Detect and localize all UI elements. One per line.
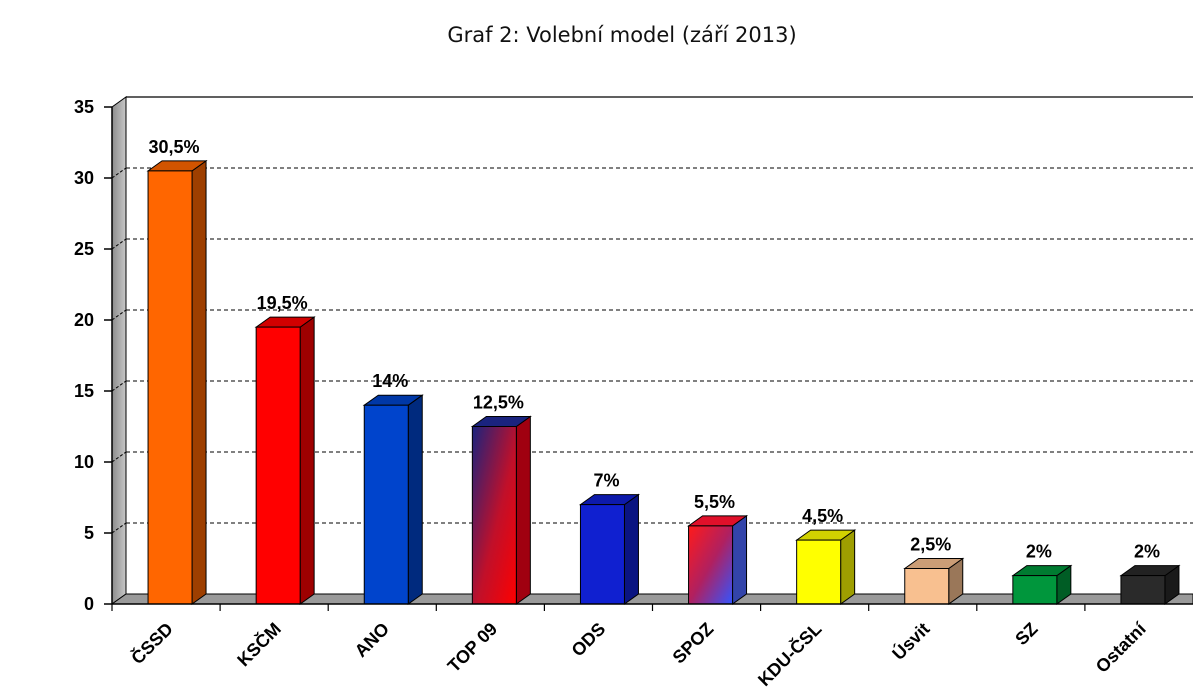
bar (1011, 564, 1073, 605)
y-tick-label: 10 (74, 452, 94, 472)
bar (362, 394, 424, 605)
data-label: 14% (372, 371, 408, 391)
bar-side (191, 159, 207, 605)
y-tick-label: 5 (84, 523, 94, 543)
gridline-wall (111, 451, 127, 463)
bar-front (1120, 575, 1166, 605)
bar (903, 557, 965, 605)
y-axis: 0 5 10 15 20 25 30 35 (74, 97, 113, 614)
data-label: 2% (1026, 542, 1052, 562)
x-axis: ČSSD KSČM ANO TOP 09 ODS SPOZ KDU-ČSL Úsvit SZ Os… (111, 603, 1193, 690)
bar-side (515, 415, 531, 605)
bar-side (623, 493, 639, 605)
bar-front (1012, 575, 1058, 605)
bar (686, 514, 749, 605)
data-label: 12,5% (473, 393, 524, 413)
bar (1119, 564, 1181, 605)
bar-side (840, 529, 856, 605)
left-wall (111, 96, 127, 605)
data-label: 5,5% (694, 492, 735, 512)
bar-front (147, 170, 193, 605)
gridline-wall (111, 167, 127, 179)
bar-side (407, 394, 423, 605)
chart-title: Graf 2: Volební model (září 2013) (447, 23, 796, 47)
x-tick-label: KDU-ČSL (753, 618, 825, 690)
x-tick-label: SPOZ (669, 619, 718, 668)
y-tick-label: 35 (74, 97, 94, 117)
data-label: 30,5% (149, 137, 200, 157)
y-tick-label: 20 (74, 310, 94, 330)
data-label: 4,5% (802, 506, 843, 526)
bar (254, 316, 316, 605)
data-label: 7% (593, 471, 619, 491)
data-label: 2% (1134, 542, 1160, 562)
x-tick-label: ANO (351, 619, 393, 661)
y-tick-label: 30 (74, 168, 94, 188)
bar-front (255, 326, 301, 605)
x-tick-label: KSČM (233, 618, 285, 670)
x-tick-label: SZ (1011, 619, 1041, 649)
bar-front (796, 539, 842, 605)
gridline-wall (111, 522, 127, 534)
x-tick-label: Ostatní (1092, 618, 1151, 677)
bar (795, 529, 857, 605)
gridline-wall (111, 380, 127, 392)
gridline-wall (111, 309, 127, 321)
bar-front (471, 426, 517, 605)
x-tick-label: TOP 09 (444, 619, 502, 677)
bar (470, 415, 532, 605)
data-label: 2,5% (910, 535, 951, 555)
bar-front (363, 404, 409, 605)
bars (146, 159, 1181, 605)
data-label: 19,5% (257, 293, 308, 313)
bar-front (688, 525, 734, 605)
bar (146, 159, 208, 605)
data-labels: 30,5% 19,5% 14% 12,5% 7% 5,5% 4,5% 2,5% 2% 2% (149, 137, 1160, 562)
bar-front (904, 568, 950, 605)
bar-front (579, 504, 625, 605)
bar-side (732, 514, 748, 605)
x-tick-label: ODS (568, 619, 610, 661)
gridline-wall (111, 238, 127, 250)
y-tick-label: 25 (74, 239, 94, 259)
x-tick-label: Úsvit (888, 618, 934, 664)
y-tick-label: 15 (74, 381, 94, 401)
x-tick-label: ČSSD (127, 618, 177, 668)
bar-side (299, 316, 315, 605)
y-tick-label: 0 (84, 594, 94, 614)
bar (578, 493, 641, 605)
